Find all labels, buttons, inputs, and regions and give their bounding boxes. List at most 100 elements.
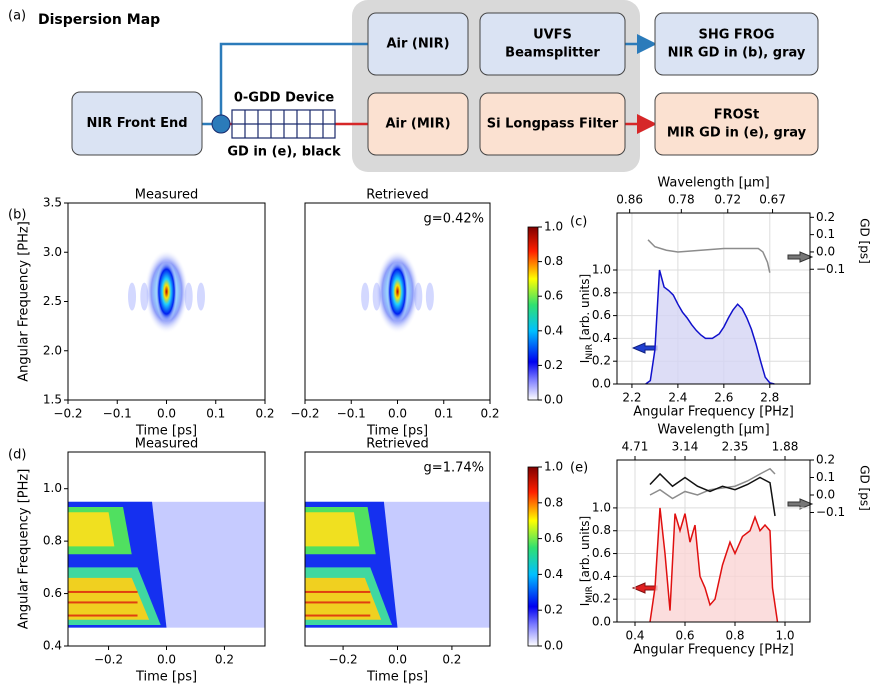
axes-title: Measured	[135, 188, 199, 203]
y-axis-label: Angular Frequency [PHz]	[17, 221, 32, 382]
colorbar-tick-label: 0.2	[544, 603, 563, 617]
heatmap	[68, 501, 265, 628]
y-label-main: I	[578, 603, 592, 607]
node-label: Air (MIR)	[385, 117, 450, 132]
device	[231, 109, 336, 139]
top-tick-label: 0.67	[759, 193, 786, 207]
node-label: Si Longpass Filter	[487, 117, 619, 132]
x-axis-label: Angular Frequency [PHz]	[633, 405, 794, 420]
heatmap-streak	[305, 614, 371, 617]
y-tick-label: 0.0	[592, 377, 611, 391]
splitter	[211, 114, 231, 134]
device-caption: GD in (e), black	[227, 145, 341, 160]
colorbar-tick-label: 0.0	[544, 393, 563, 407]
x-tick-label: 0.8	[725, 629, 744, 643]
x-tick-label: −0.2	[290, 407, 319, 421]
y-tick-label: 0.4	[592, 331, 611, 345]
y-tick-label: 0.6	[592, 308, 611, 322]
heatmap	[361, 249, 434, 334]
heatmap-band	[305, 577, 382, 620]
x-axis-label: Time [ps]	[135, 424, 197, 439]
colorbar-tick-label: 1.0	[544, 220, 563, 234]
y-tick-label: 0.2	[592, 592, 611, 606]
heatmap-fringe	[128, 282, 137, 311]
annotation: g=1.74%	[424, 461, 484, 476]
y-tick-label: 2.5	[43, 294, 62, 308]
y-tick-label: 0.8	[592, 523, 611, 537]
top-axis-label: Wavelength [μm]	[657, 423, 769, 438]
axes-title: Measured	[135, 437, 199, 452]
panel-label: (e)	[570, 461, 588, 476]
y-axis-label: IMIR [arb. units]	[578, 516, 595, 606]
heatmap	[305, 501, 490, 628]
x-tick-label: −0.2	[329, 653, 358, 667]
heatmap-fringe	[196, 282, 205, 311]
x-tick-label: 0.0	[388, 407, 407, 421]
node-box	[71, 91, 203, 156]
node-label: SHG FROG	[698, 28, 774, 43]
x-tick-label: −0.1	[337, 407, 366, 421]
colorbar-tick-label: 1.0	[544, 460, 563, 474]
series-line	[645, 269, 775, 385]
x-tick-label: 0.0	[157, 653, 176, 667]
x-tick-label: −0.1	[103, 407, 132, 421]
x-tick-label: 0.0	[157, 407, 176, 421]
y2-tick-label: 0.0	[816, 244, 835, 258]
series-line	[647, 239, 771, 273]
colorbar-tick-label: 0.6	[544, 289, 563, 303]
y-tick-label: 0.8	[43, 534, 62, 548]
x-tick-label: 0.2	[255, 407, 274, 421]
x-axis-label: Time [ps]	[366, 424, 428, 439]
heatmap-streak	[305, 590, 371, 593]
y2-tick-label: 0.1	[816, 227, 835, 241]
node-box	[654, 12, 819, 76]
colorbar-tick-label: 0.4	[544, 567, 563, 581]
arrow-gd	[787, 498, 814, 510]
top-axis-label: Wavelength [μm]	[657, 176, 769, 191]
x-axis-label: Time [ps]	[135, 670, 197, 685]
y-axis-label: Angular Frequency [PHz]	[17, 469, 32, 630]
axes-title: Retrieved	[366, 437, 428, 452]
x-tick-label: 1.0	[775, 629, 794, 643]
x-tick-label: −0.2	[94, 653, 123, 667]
y-tick-label: 1.0	[43, 481, 62, 495]
y2-axis-label: GD [ps]	[858, 218, 872, 264]
node-box	[367, 12, 469, 76]
y-tick-label: 1.0	[592, 263, 611, 277]
heatmap-core	[155, 259, 178, 324]
y-tick-label: 3.0	[43, 245, 62, 259]
colorbar-tick-label: 0.6	[544, 531, 563, 545]
y-label-main: I	[578, 360, 592, 364]
colorbar-tick-label: 0.8	[544, 495, 563, 509]
x-tick-label: −0.2	[53, 407, 82, 421]
heatmap-band	[68, 577, 150, 620]
y2-tick-label: −0.1	[816, 262, 845, 276]
heatmap-fringe	[361, 282, 370, 311]
x-tick-label: 0.2	[215, 653, 234, 667]
x-tick-label: 2.6	[714, 391, 733, 405]
x-tick-label: 0.2	[442, 653, 461, 667]
y-tick-label: 0.4	[43, 639, 62, 653]
x-axis-label: Time [ps]	[366, 670, 428, 685]
colorbar-tick-label: 0.4	[544, 323, 563, 337]
colorbar-tick-label: 0.2	[544, 358, 563, 372]
y-tick-label: 3.5	[43, 196, 62, 210]
node-box	[479, 12, 626, 76]
y-tick-label: 1.0	[592, 500, 611, 514]
series-line	[649, 472, 776, 517]
x-tick-label: 0.6	[675, 629, 694, 643]
heatmap-fringe	[425, 282, 434, 311]
y-label-rest: [arb. units]	[578, 274, 592, 344]
node-label: Air (NIR)	[386, 37, 449, 52]
arrow-int	[631, 582, 658, 594]
figure-title: Dispersion Map	[38, 12, 160, 28]
y-axis-label: INIR [arb. units]	[578, 274, 595, 363]
heatmap-band	[68, 512, 115, 547]
y2-tick-label: 0.2	[816, 210, 835, 224]
panel-label: (c)	[570, 215, 587, 230]
panel-label: (d)	[8, 448, 26, 463]
panel-label: (a)	[8, 9, 26, 24]
y2-tick-label: 0.2	[816, 453, 835, 467]
y-tick-label: 0.6	[592, 546, 611, 560]
